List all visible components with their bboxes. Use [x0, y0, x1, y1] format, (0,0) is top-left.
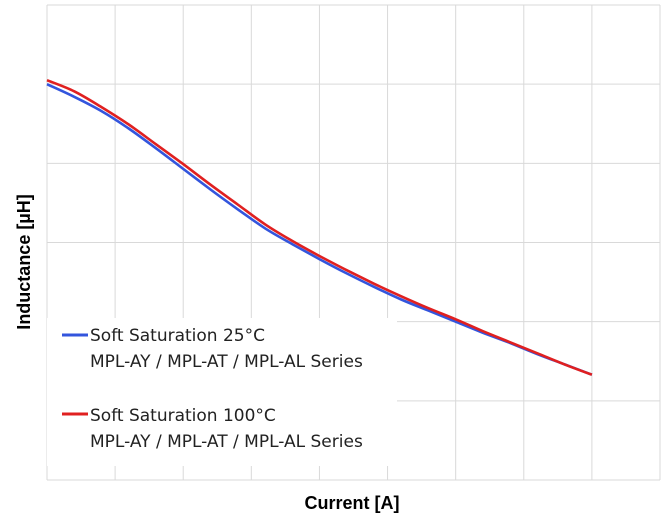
legend-background — [47, 318, 397, 466]
series-line-100c — [46, 78, 593, 376]
legend: Soft Saturation 25°C MPL-AY / MPL-AT / M… — [47, 318, 397, 466]
legend-sublabel-100c: MPL-AY / MPL-AT / MPL-AL Series — [90, 432, 363, 452]
y-axis-label: Inductance [µH] — [14, 194, 34, 329]
legend-label-100c: Soft Saturation 100°C — [90, 406, 276, 426]
series-layer — [46, 78, 593, 376]
x-axis-label: Current [A] — [305, 493, 400, 513]
legend-sublabel-25c: MPL-AY / MPL-AT / MPL-AL Series — [90, 352, 363, 372]
legend-label-25c: Soft Saturation 25°C — [90, 326, 265, 346]
